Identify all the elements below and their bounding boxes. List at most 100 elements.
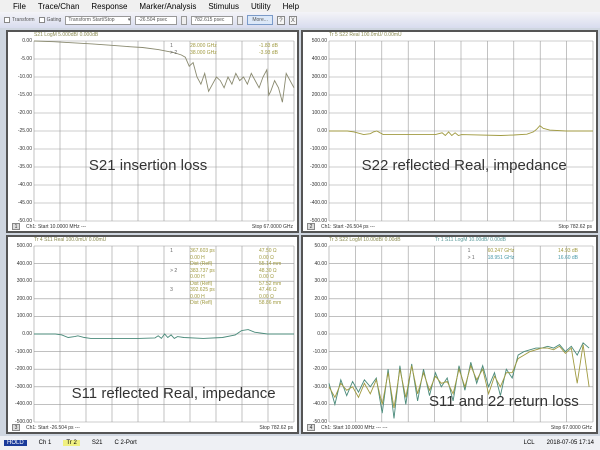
y-tick-label: -10.00 [312,348,327,355]
footer-stop: Stop 782.62 ps [558,223,592,230]
marker-stimulus: 383.737 ps [190,267,215,274]
trace-title[interactable]: S21 LogM 5.000dB/ 0.000dB [34,32,99,38]
footer-start: Ch1: Start 10.0000 MHz --- [26,223,87,230]
gating-label: Gating [46,17,62,23]
trace-title[interactable]: Tr 5 S22 Real 100.0mU/ 0.00mU [329,32,402,38]
y-tick-label: -25.00 [17,128,32,134]
lcl-status: LCL [523,440,535,446]
menu-stimulus[interactable]: Stimulus [208,1,240,11]
hold-badge[interactable]: HOLD [4,440,27,446]
more-button[interactable]: More... [247,15,273,25]
y-tick-label: 400.00 [311,56,327,62]
y-tick-label: 0.00 [317,331,327,337]
trace-s11[interactable] [328,342,590,419]
y-tick-label: -30.00 [312,383,327,390]
y-tick-label: 400.00 [16,260,32,267]
window-number[interactable]: 3 [12,424,20,431]
y-tick-label: 200.00 [311,92,327,98]
marker-value: 16.60 dB [558,254,579,261]
menu-marker-analysis[interactable]: Marker/Analysis [139,1,197,11]
caption-overlay: S11 and 22 return loss [428,393,579,410]
y-tick-label: -300.00 [15,383,32,390]
footer-stop: Stop 782.62 ps [259,424,293,431]
y-tick-label: -35.00 [17,164,32,170]
y-tick-label: -100.00 [310,146,327,152]
y-tick-label: -400.00 [310,200,327,206]
start-spinner[interactable] [181,15,188,25]
footer-start: Ch1: Start 10.0000 MHz --- --- [321,424,388,431]
footer-start: Ch1: Start -26.504 ps --- [26,424,80,431]
y-tick-label: 300.00 [311,74,327,80]
stop-spinner[interactable] [237,15,244,25]
marker-value: 47.50 Ω [259,248,277,254]
y-tick-label: 200.00 [16,295,32,302]
window-2-s22-real[interactable]: Tr 5 S22 Real 100.0mU/ 0.00mU 2 Ch1: Start… [301,30,598,233]
menu-help[interactable]: Help [282,1,300,11]
y-tick-label: -50.00 [312,419,327,425]
marker-value: -3.93 dB [259,49,278,56]
marker-id: > 1 [467,254,475,261]
marker-value: 48.30 Ω [259,267,277,274]
menu-bar: File Trace/Chan Response Marker/Analysis… [0,0,600,12]
window-number[interactable]: 4 [307,424,315,431]
y-tick-label: -500.00 [310,218,327,224]
transform-mode-select[interactable]: Transform Start/Stop ▾ [65,15,132,25]
panel-footer: 1 Ch1: Start 10.0000 MHz --- Stop 67.0000 … [8,222,297,231]
trace-s22[interactable] [329,124,593,137]
y-tick-label: -200.00 [15,366,32,373]
y-tick-label: 40.00 [314,260,327,267]
menu-trace-chan[interactable]: Trace/Chan [37,1,80,11]
close-button[interactable]: X [288,15,297,25]
trace-title-s11[interactable]: Tr 1 S11 LogM 10.00dB/ 0.00dB [434,237,507,243]
trace-title[interactable]: Tr 4 S11 Real 100.0mU/ 0.00mU [34,237,107,243]
chevron-down-icon: ▾ [127,17,131,23]
gating-checkbox[interactable]: Gating [38,17,62,23]
menu-response[interactable]: Response [91,1,128,11]
window-number[interactable]: 2 [307,223,315,230]
marker-stimulus: Dist (Refl) [190,280,213,287]
window-3-s11-real[interactable]: Tr 4 S11 Real 100.0mU/ 0.00mU 3 Ch1: Start… [6,235,299,434]
marker-stimulus: 0.00 H [190,293,205,300]
y-tick-label: -30.00 [17,146,32,152]
window-number[interactable]: 1 [12,223,20,230]
y-tick-label: -50.00 [17,218,32,224]
start-input[interactable]: -26.504 psec [135,15,178,25]
y-tick-label: -500.00 [15,419,32,425]
trace-s21[interactable] [33,40,295,103]
y-tick-label: 10.00 [314,313,327,320]
plot-area [33,40,295,222]
y-tick-label: 500.00 [311,38,327,44]
marker-stimulus: 392.625 ps [190,287,215,293]
y-tick-label: 300.00 [16,278,32,285]
toolbar: Transform Gating Transform Start/Stop ▾ -… [0,12,600,28]
caption-overlay: S21 insertion loss [88,157,208,175]
help-button[interactable]: ? [276,15,285,25]
marker-value: -1.83 dB [259,43,278,49]
marker-stimulus: 38.000 GHz [190,49,217,56]
transform-label: Transform [12,17,35,23]
marker-stimulus: 60.247 GHz [487,248,515,254]
trace-status[interactable]: Tr 2 [63,440,80,446]
marker-id: > 2 [170,267,178,274]
marker-value: 47.46 Ω [259,287,277,293]
marker-value: 14.93 dB [558,248,579,254]
transform-checkbox[interactable]: Transform [4,17,35,23]
menu-file[interactable]: File [13,1,26,11]
marker-value: 55.14 mm [259,261,282,267]
channel-status[interactable]: Ch 1 [38,440,52,446]
y-tick-label: 100.00 [16,313,32,320]
marker-stimulus: 0.00 H [190,254,205,261]
menu-utility[interactable]: Utility [251,1,271,11]
stop-input[interactable]: 782.615 psec [191,15,234,25]
y-tick-label: 0.00 [22,38,32,44]
trace-s22[interactable] [328,344,590,408]
y-tick-label: -40.00 [312,401,327,408]
trace-s11[interactable] [34,329,294,340]
y-tick-label: 100.00 [311,110,327,116]
trace-title[interactable]: Tr 3 S22 LogM 10.00dB/ 0.00dB [329,237,401,243]
y-tick-label: -5.00 [20,56,32,62]
window-1-s21[interactable]: S21 LogM 5.000dB/ 0.000dB 1 Ch1: Start 10.… [6,30,299,233]
window-4-return-loss[interactable]: Tr 3 S22 LogM 10.00dB/ 0.00dB Tr 1 S11 Lo… [301,235,598,434]
marker-stimulus: 18.951 GHz [487,254,515,261]
marker-value: 0.00 Ω [259,293,274,300]
